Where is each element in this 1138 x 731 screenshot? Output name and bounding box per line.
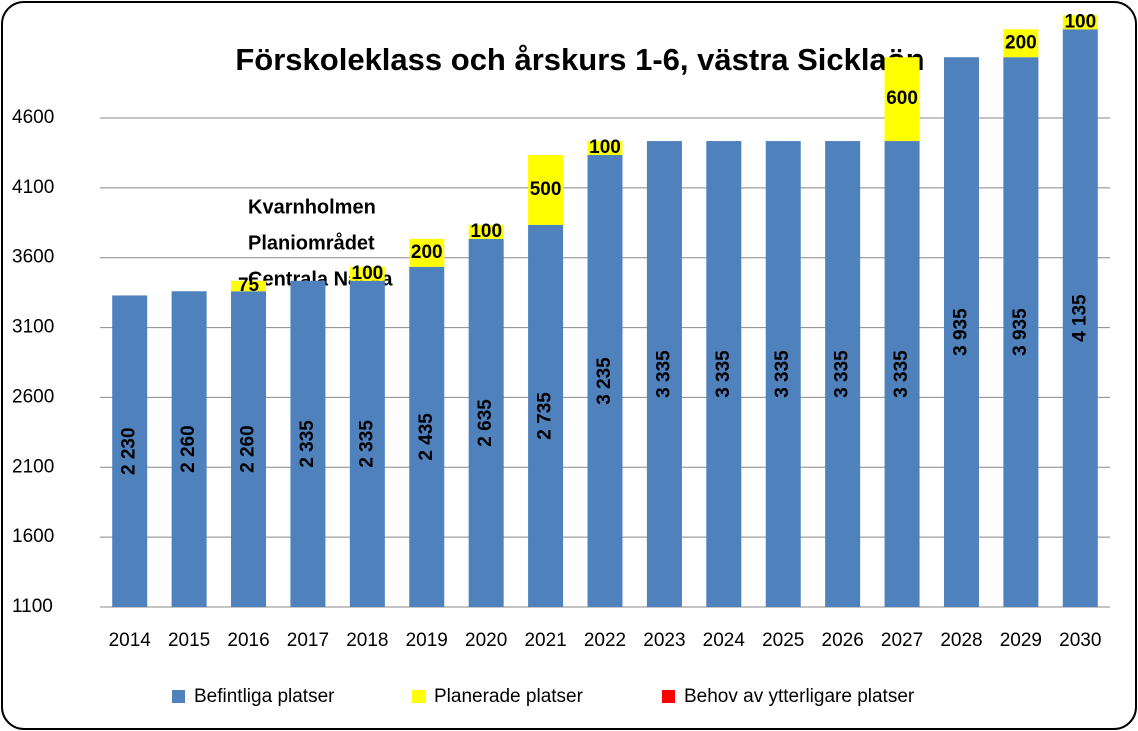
legend-label: Behov av ytterligare platser (684, 686, 915, 707)
y-tick-label: 4600 (12, 107, 54, 128)
bar-segment (765, 141, 801, 607)
x-tick-label: 2019 (406, 630, 448, 651)
x-tick-label: 2025 (762, 630, 804, 651)
bar-segment (1062, 15, 1098, 30)
bar-segment (171, 291, 207, 607)
value-label: 2 735 (535, 392, 556, 440)
bar-segment (943, 57, 979, 607)
x-tick-label: 2021 (524, 630, 566, 651)
x-tick-label: 2017 (287, 630, 329, 651)
bar-segment (231, 280, 267, 292)
value-label: 3 335 (891, 350, 912, 398)
bar-segment (646, 141, 682, 607)
x-tick-label: 2028 (940, 630, 982, 651)
value-label: 600 (886, 88, 918, 109)
y-tick-label: 3100 (12, 317, 54, 338)
bar-segment (409, 238, 445, 267)
bar-segment (528, 155, 564, 225)
y-tick-label: 1600 (12, 526, 54, 547)
value-label: 2 335 (297, 420, 318, 468)
x-tick-label: 2022 (584, 630, 626, 651)
value-label: 3 335 (832, 350, 853, 398)
y-tick-label: 1100 (12, 596, 53, 617)
value-label: 3 335 (713, 350, 734, 398)
value-label: 2 230 (119, 427, 140, 475)
bar-segment (112, 295, 148, 607)
x-tick-label: 2014 (109, 630, 152, 651)
value-label: 2 635 (475, 399, 496, 447)
bar-segment (231, 291, 267, 607)
bar-segment (1003, 57, 1039, 607)
bar-segment (290, 280, 326, 607)
bar-segment (825, 141, 861, 607)
value-label: 3 235 (594, 357, 615, 405)
value-label: 2 260 (178, 425, 199, 473)
bar-segment (1003, 29, 1039, 58)
legend-swatch (172, 690, 185, 703)
value-label: 100 (470, 221, 502, 242)
x-tick-label: 2023 (643, 630, 685, 651)
legend-swatch (412, 690, 425, 703)
value-label: 2 435 (416, 413, 437, 461)
legend-swatch (662, 690, 675, 703)
value-label: 100 (352, 263, 384, 284)
legend-label: Planerade platser (434, 686, 584, 707)
value-label: 200 (1005, 32, 1037, 53)
value-label: 2 335 (356, 420, 377, 468)
value-label: 4 135 (1069, 294, 1090, 342)
bar-segment (349, 266, 385, 281)
x-tick-label: 2024 (703, 630, 746, 651)
bar-segment (528, 224, 564, 608)
bar-segment (409, 266, 445, 607)
bar-segment (468, 238, 504, 608)
x-tick-label: 2015 (168, 630, 210, 651)
bar-segment (468, 224, 504, 239)
x-tick-label: 2030 (1059, 630, 1101, 651)
y-tick-label: 2100 (12, 456, 54, 477)
y-tick-label: 4100 (12, 177, 54, 198)
x-tick-label: 2020 (465, 630, 507, 651)
x-tick-label: 2016 (227, 630, 269, 651)
bar-segment (884, 57, 920, 142)
y-tick-label: 3600 (12, 247, 54, 268)
x-tick-label: 2018 (346, 630, 388, 651)
bar-segment (349, 280, 385, 607)
x-tick-label: 2026 (822, 630, 864, 651)
value-label: 3 335 (772, 350, 793, 398)
bar-segment (884, 141, 920, 607)
annotation: Planiområdet (248, 231, 375, 254)
legend-label: Befintliga platser (194, 686, 335, 707)
value-label: 2 260 (238, 425, 259, 473)
value-label: 3 935 (950, 308, 971, 356)
value-label: 500 (530, 179, 562, 200)
value-label: 100 (1064, 11, 1096, 32)
value-label: 100 (589, 137, 621, 158)
bar-segment (706, 141, 742, 607)
value-label: 200 (411, 242, 443, 263)
chart-title: Förskoleklass och årskurs 1-6, västra Si… (235, 42, 924, 77)
bar-segment (587, 155, 623, 607)
value-label: 3 335 (653, 350, 674, 398)
value-label: 75 (238, 275, 260, 296)
y-tick-label: 2600 (12, 386, 54, 407)
bar-segment (1062, 29, 1098, 607)
bar-segment (587, 141, 623, 156)
x-tick-label: 2029 (1000, 630, 1042, 651)
annotation: Kvarnholmen (248, 196, 376, 218)
value-label: 3 935 (1010, 308, 1031, 356)
x-tick-label: 2027 (881, 630, 923, 651)
